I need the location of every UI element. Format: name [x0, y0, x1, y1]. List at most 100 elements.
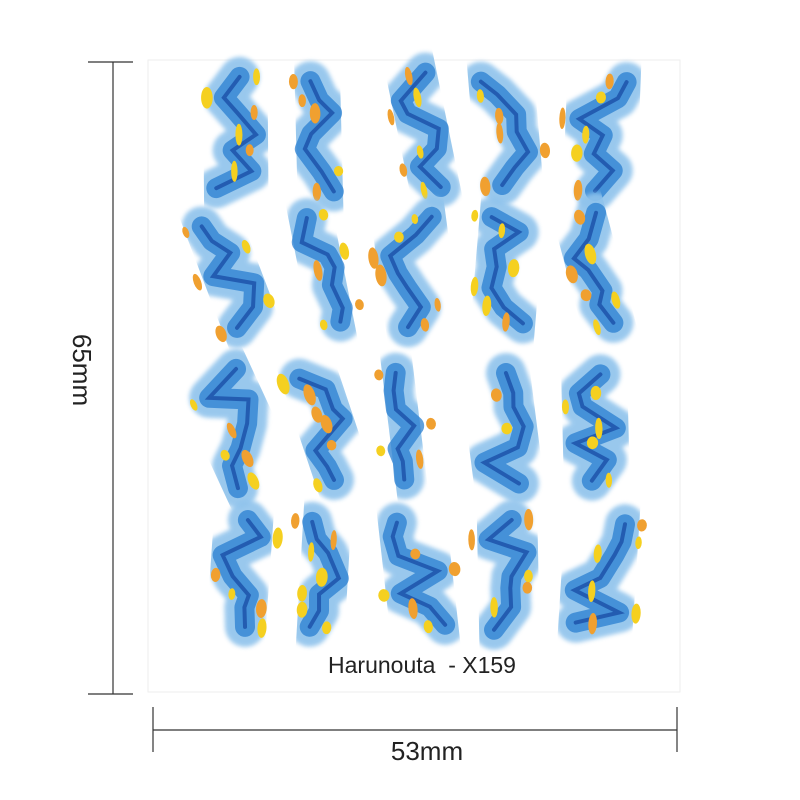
smoke: [489, 215, 525, 326]
accent: [584, 243, 597, 265]
sticker: [284, 61, 354, 212]
accent: [387, 109, 395, 126]
accent: [326, 439, 337, 451]
accent: [319, 319, 328, 331]
accent: [490, 597, 498, 618]
accent: [375, 264, 387, 287]
product-label: Harunouta - X159: [328, 652, 516, 678]
accent: [580, 289, 592, 302]
smoke: [219, 518, 264, 629]
sticker: [196, 56, 276, 209]
smoke: [570, 522, 627, 625]
sticker: [380, 52, 461, 208]
accent: [539, 142, 551, 159]
accent: [420, 318, 430, 332]
sticker: [202, 500, 283, 647]
accent: [303, 384, 316, 406]
height-label: 65mm: [67, 334, 97, 406]
accent: [247, 472, 260, 490]
accent: [355, 299, 364, 311]
accent: [434, 298, 441, 312]
accent: [245, 144, 254, 157]
accent: [490, 388, 502, 402]
accent: [272, 527, 283, 549]
sticker: [189, 348, 269, 509]
accent: [410, 548, 421, 560]
accent: [394, 231, 404, 243]
accent: [315, 567, 328, 587]
accent: [595, 91, 606, 104]
accent: [296, 601, 308, 618]
accent: [182, 226, 190, 238]
accent: [571, 144, 583, 162]
sticker: [559, 62, 647, 211]
sticker: [553, 192, 634, 343]
smoke: [297, 376, 346, 482]
smoke: [484, 517, 530, 632]
accent: [559, 107, 566, 130]
accent: [308, 542, 315, 562]
accent: [635, 536, 642, 550]
accent: [522, 581, 533, 594]
sticker: [373, 352, 436, 500]
smoke: [571, 210, 616, 325]
accent: [241, 449, 254, 468]
smoke: [204, 366, 251, 491]
accent: [524, 508, 534, 531]
accent: [297, 585, 307, 602]
sticker: [181, 206, 275, 348]
accent: [330, 530, 337, 551]
accent: [468, 529, 475, 551]
accent: [415, 449, 424, 469]
accent: [480, 176, 491, 197]
sticker: [276, 358, 363, 500]
accent: [561, 399, 570, 415]
accent: [263, 293, 275, 309]
accent: [482, 295, 492, 316]
width-label: 53mm: [391, 736, 463, 766]
accent: [241, 240, 251, 254]
accent: [501, 422, 513, 435]
accent: [586, 436, 599, 450]
accent: [313, 478, 323, 493]
accent: [574, 209, 586, 225]
accent: [288, 73, 298, 90]
smoke: [570, 372, 621, 483]
accent: [590, 385, 602, 401]
accent: [411, 214, 419, 225]
accent: [322, 621, 332, 635]
accent: [226, 422, 237, 439]
accent: [476, 89, 484, 103]
accent: [215, 325, 227, 343]
sticker: [464, 353, 544, 504]
accent: [588, 580, 596, 603]
sticker-grid: [181, 52, 647, 650]
accent: [298, 94, 306, 108]
sticker: [470, 197, 543, 344]
accent: [413, 87, 422, 108]
accent: [339, 242, 350, 260]
accent: [374, 369, 384, 381]
smoke: [214, 74, 259, 191]
accent: [376, 445, 386, 457]
accent: [496, 122, 504, 144]
accent: [320, 414, 333, 434]
accent: [605, 472, 613, 488]
accent: [565, 265, 578, 284]
accent: [593, 319, 601, 336]
sticker: [281, 198, 364, 342]
accent: [311, 406, 323, 423]
accent: [235, 123, 243, 146]
accent: [333, 165, 344, 177]
sticker: [289, 501, 359, 647]
accent: [408, 598, 418, 619]
accent: [210, 567, 221, 582]
accent: [595, 417, 603, 440]
accent: [448, 562, 461, 577]
accent: [420, 181, 428, 200]
accent: [593, 544, 602, 563]
smoke: [575, 80, 629, 193]
accent: [498, 223, 506, 239]
sticker: [372, 502, 466, 645]
